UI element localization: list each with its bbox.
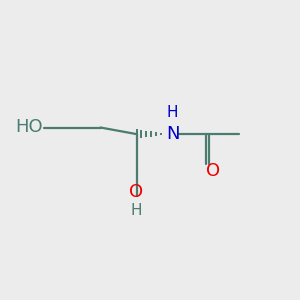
Text: O: O (129, 183, 144, 201)
Text: H: H (167, 105, 178, 120)
Text: O: O (206, 162, 220, 180)
Text: N: N (166, 125, 179, 143)
Text: HO: HO (15, 118, 43, 136)
Text: H: H (131, 203, 142, 218)
